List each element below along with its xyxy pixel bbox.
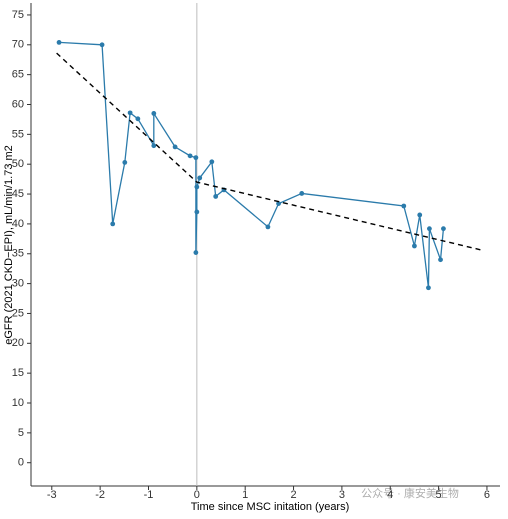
point xyxy=(265,224,271,230)
point xyxy=(56,40,62,45)
x-tick-label: 1 xyxy=(242,489,248,501)
point xyxy=(122,160,128,165)
point xyxy=(209,159,215,165)
y-tick-label: 70 xyxy=(12,39,24,51)
watermark: 公众号 · 康安美生物 xyxy=(361,486,459,500)
y-tick-label: 15 xyxy=(12,367,24,379)
y-tick-label: 5 xyxy=(18,427,24,439)
y-tick-label: 40 xyxy=(12,218,24,230)
point xyxy=(412,243,417,249)
point xyxy=(135,116,141,122)
x-tick-label: 5 xyxy=(436,489,442,501)
point xyxy=(99,42,105,48)
point xyxy=(151,111,157,116)
y-tick-label: 0 xyxy=(18,457,24,469)
point xyxy=(193,155,199,161)
point xyxy=(276,201,281,207)
y-axis-label: eGFR (2021 CKD−EPI), mL/min/1.73 m2 xyxy=(3,145,15,345)
point xyxy=(193,250,199,255)
x-tick-label: 0 xyxy=(194,489,200,501)
y-tick-label: 75 xyxy=(12,9,24,21)
point xyxy=(187,153,193,159)
y-tick-label: 60 xyxy=(12,98,24,110)
point xyxy=(417,212,423,218)
y-tick-label: 10 xyxy=(12,397,24,409)
point xyxy=(127,110,133,116)
point xyxy=(197,175,203,181)
point xyxy=(441,226,446,232)
y-tick-label: 35 xyxy=(12,248,24,260)
y-tick-label: 30 xyxy=(12,278,24,290)
y-tick-label: 55 xyxy=(12,128,24,140)
x-axis-label: Time since MSC initation (years) xyxy=(191,501,350,513)
y-tick-label: 50 xyxy=(12,158,24,170)
point xyxy=(401,203,407,209)
point xyxy=(194,209,200,215)
point xyxy=(299,191,305,196)
x-tick-label: -1 xyxy=(144,489,154,501)
point xyxy=(194,184,200,190)
trend-line xyxy=(56,52,483,251)
point xyxy=(438,257,443,263)
point xyxy=(172,144,178,150)
y-tick-label: 65 xyxy=(12,69,24,81)
point xyxy=(110,221,116,227)
point xyxy=(213,194,219,199)
x-tick-label: 6 xyxy=(484,489,490,501)
point xyxy=(427,226,432,232)
x-tick-label: 2 xyxy=(290,489,296,501)
x-tick-label: 4 xyxy=(387,489,393,501)
point xyxy=(151,143,157,149)
point xyxy=(426,285,431,291)
x-tick-label: -3 xyxy=(47,489,57,501)
y-tick-label: 20 xyxy=(12,337,24,349)
x-tick-label: 3 xyxy=(339,489,345,501)
y-tick-label: 25 xyxy=(12,307,24,319)
series-line xyxy=(59,41,445,288)
x-tick-label: -2 xyxy=(95,489,105,501)
y-tick-label: 45 xyxy=(12,188,24,200)
